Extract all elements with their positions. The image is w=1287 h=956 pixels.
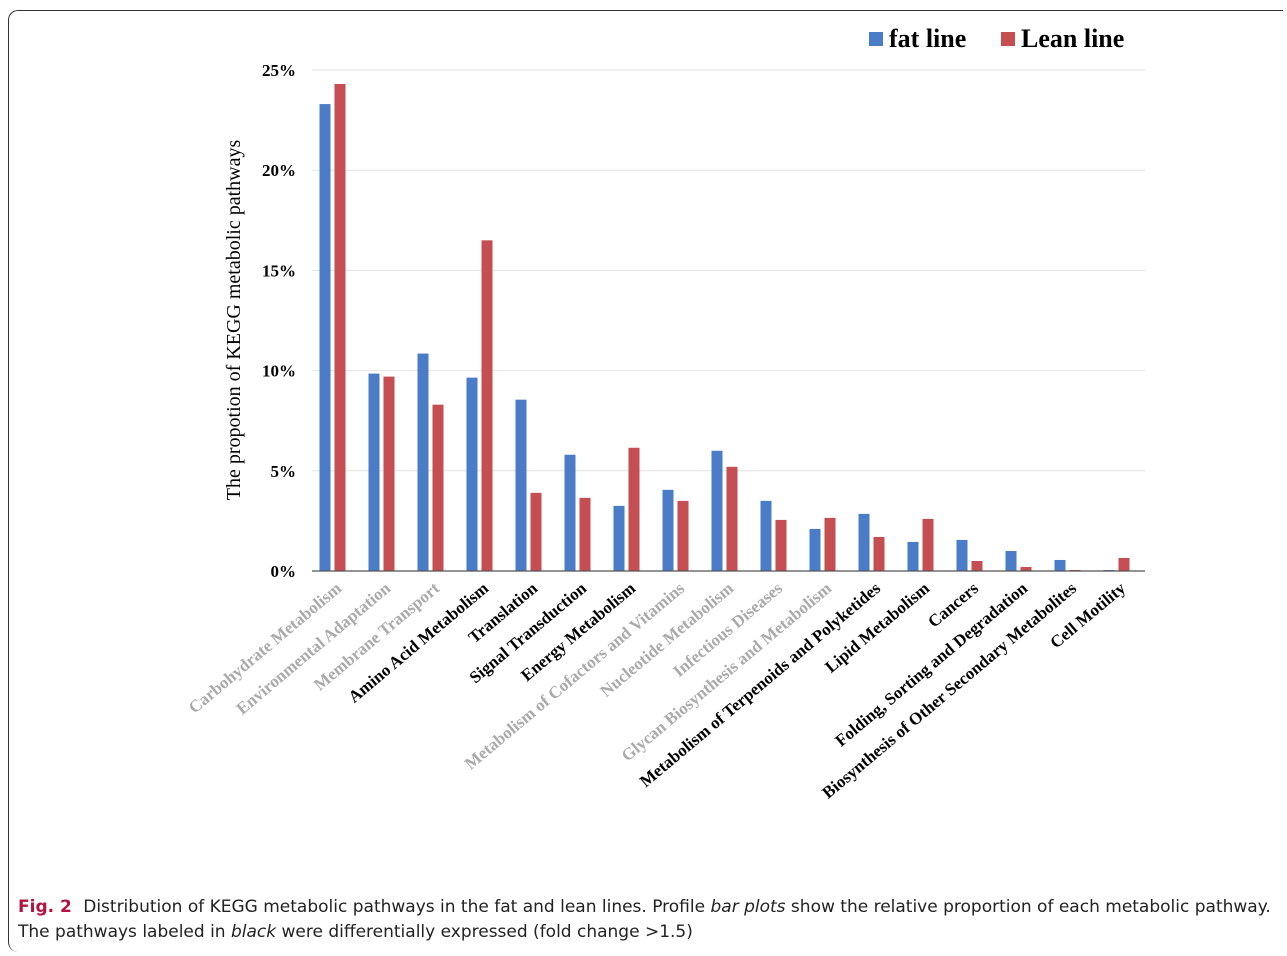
legend-swatch-lean [1001,32,1015,46]
bar-lean [628,447,640,571]
bars [319,84,1130,572]
legend-swatch-fat [869,32,883,46]
bar-fat [319,104,331,572]
bar-fat [662,489,674,571]
bar-lean [530,492,542,571]
bar-fat [515,399,527,571]
y-tick-label: 20% [262,161,296,180]
bar-fat [417,353,429,571]
caption-text-part-italic: black [230,922,277,942]
bar-lean [432,404,444,571]
figure-caption: Fig. 2 Distribution of KEGG metabolic pa… [18,895,1273,945]
bar-fat [956,539,968,571]
bar-lean [971,560,983,571]
bar-lean [922,518,934,571]
bar-fat [1054,559,1066,571]
bar-lean [873,536,885,571]
figure-frame [8,10,1283,952]
bar-fat [368,373,380,571]
y-axis-label: The propotion of KEGG metabolic pathways [223,140,245,501]
bar-lean [481,240,493,571]
bar-fat [858,513,870,571]
bar-lean [579,497,591,571]
bar-fat [1005,550,1017,571]
y-tick-label: 10% [262,362,296,381]
bar-lean [726,466,738,571]
y-tick-labels: 0% 5% 10% 15% 20% 25% [262,61,296,581]
bar-fat [711,450,723,571]
caption-text-part: show the relative proportion of each met… [18,897,1271,942]
caption-text-part-italic: bar plots [710,897,786,917]
y-tick-label: 25% [262,61,296,80]
bar-lean [775,519,787,571]
bar-chart: 0% 5% 10% 15% 20% 25% Carbohydrate Metabolism… [185,24,1145,802]
y-tick-label: 15% [262,261,296,280]
legend-label-fat: fat line [889,24,966,53]
bar-fat [466,377,478,571]
bar-fat [809,528,821,571]
bar-fat [613,505,625,571]
bar-fat [907,541,919,571]
bar-lean [677,500,689,571]
bar-lean [334,84,346,571]
bar-lean [824,517,836,571]
y-tick-label: 5% [271,462,297,481]
caption-text-part: Distribution of KEGG metabolic pathways … [83,897,711,917]
caption-text: Distribution of KEGG metabolic pathways … [18,897,1271,942]
y-tick-label: 0% [271,562,297,581]
legend-label-lean: Lean line [1021,24,1124,53]
bar-fat [760,500,772,571]
bar-lean [1118,557,1130,571]
caption-text-part: were differentially expressed (fold chan… [276,922,693,942]
bar-fat [564,454,576,571]
caption-label: Fig. 2 [18,897,72,917]
legend: fat line Lean line [869,24,1124,53]
bar-lean [383,376,395,571]
bar-lean [1020,566,1032,571]
